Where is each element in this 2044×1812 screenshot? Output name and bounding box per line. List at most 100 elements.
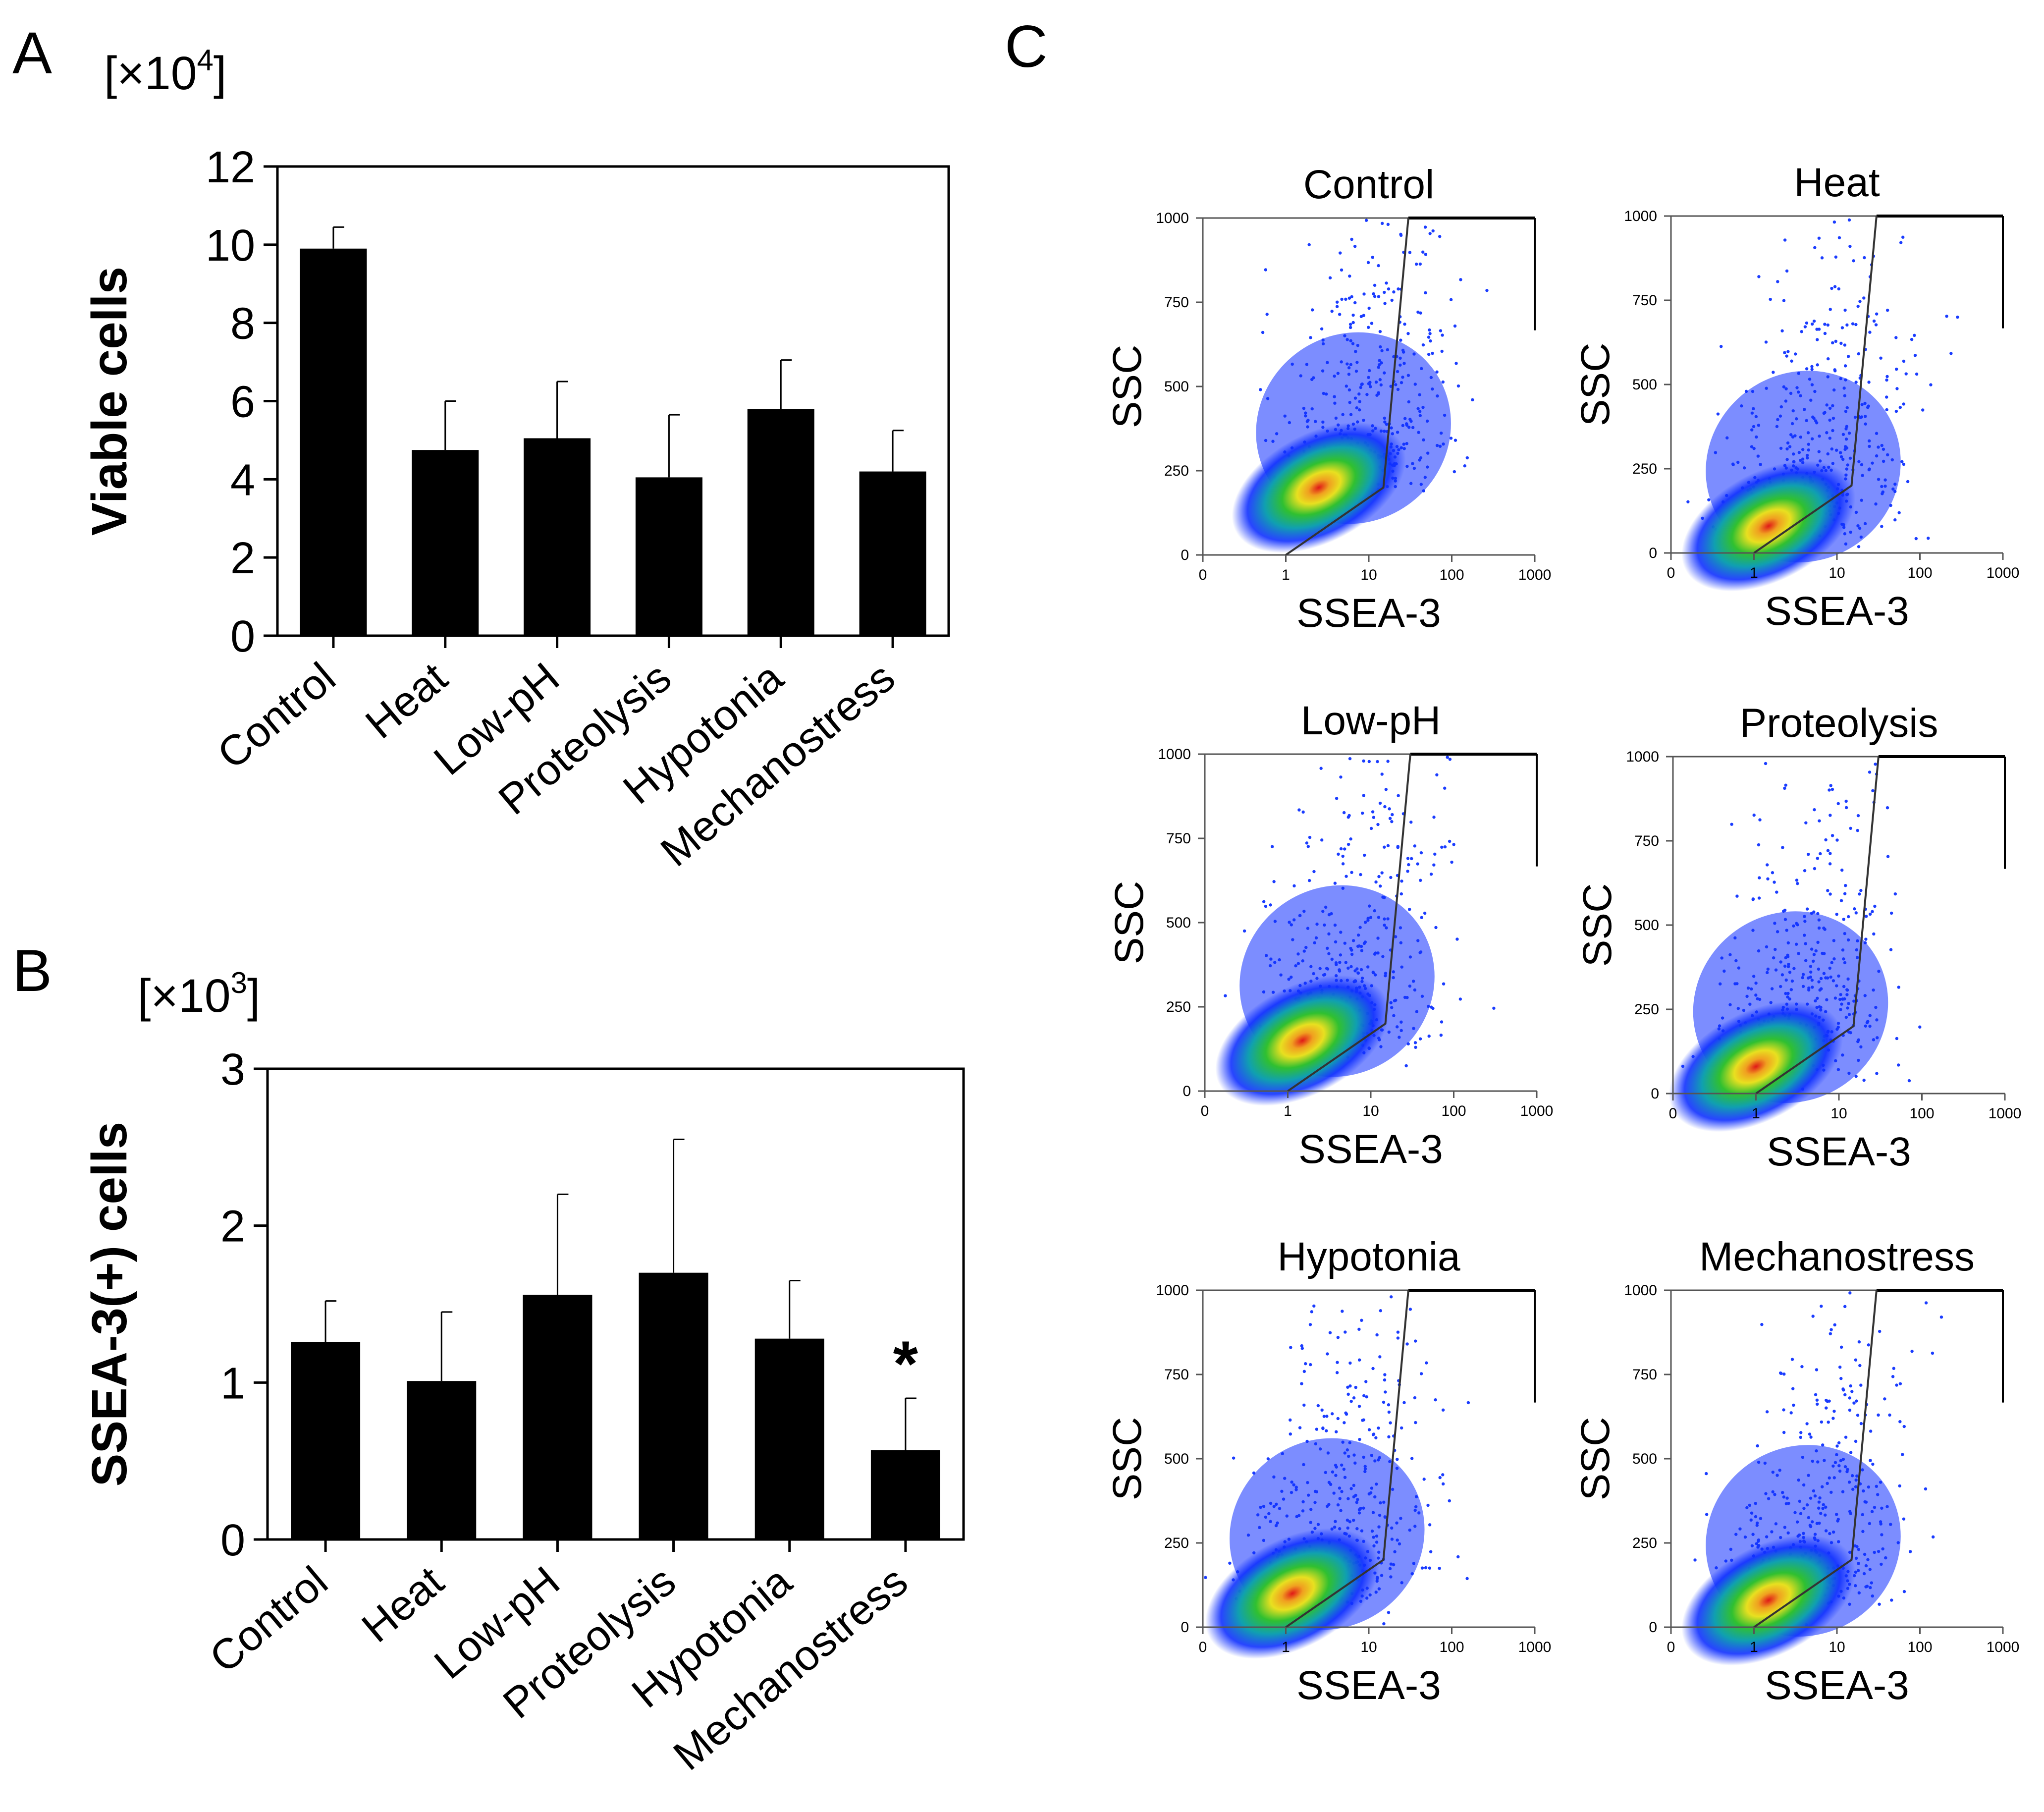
event-dot bbox=[1409, 821, 1413, 824]
y-tick-label: 250 bbox=[1164, 463, 1189, 479]
y-axis-label: SSC bbox=[1573, 343, 1618, 427]
event-dot bbox=[1322, 1415, 1326, 1418]
event-dot bbox=[1316, 1404, 1320, 1408]
event-dot bbox=[1228, 1561, 1232, 1565]
event-dot bbox=[1818, 819, 1821, 823]
event-dot bbox=[1300, 1382, 1303, 1385]
event-dot bbox=[1312, 1304, 1316, 1308]
event-dot bbox=[1308, 835, 1312, 839]
event-dot bbox=[1853, 907, 1856, 911]
event-dot bbox=[1346, 842, 1350, 846]
y-tick-label: 1000 bbox=[1624, 1282, 1657, 1299]
event-dot bbox=[1829, 1328, 1833, 1331]
event-dot bbox=[1448, 758, 1452, 761]
event-dot bbox=[1431, 229, 1435, 233]
event-dot bbox=[1406, 857, 1410, 860]
y-tick-label: 500 bbox=[1632, 377, 1657, 393]
event-dot bbox=[1344, 1411, 1347, 1415]
x-tick-label: 1000 bbox=[1520, 1103, 1554, 1119]
event-dot bbox=[1265, 313, 1269, 316]
x-axis-label: SSEA-3 bbox=[1765, 1663, 1909, 1708]
event-dot bbox=[1829, 892, 1832, 896]
event-dot bbox=[1361, 811, 1364, 815]
event-dot bbox=[1803, 325, 1807, 329]
event-dot bbox=[1751, 898, 1755, 901]
event-dot bbox=[1341, 854, 1345, 858]
event-dot bbox=[1878, 1329, 1882, 1333]
event-dot bbox=[1349, 837, 1352, 841]
event-dot bbox=[1351, 313, 1355, 317]
event-dot bbox=[1432, 863, 1436, 867]
event-dot bbox=[1320, 327, 1324, 330]
event-dot bbox=[1842, 918, 1845, 921]
event-dot bbox=[1264, 268, 1268, 272]
y-tick-label: 250 bbox=[1632, 1535, 1657, 1551]
event-dot bbox=[1895, 1037, 1899, 1041]
event-dot bbox=[1371, 256, 1374, 259]
event-dot bbox=[1373, 295, 1377, 298]
event-dot bbox=[1431, 351, 1434, 355]
event-dot bbox=[1378, 801, 1382, 805]
event-dot bbox=[1828, 1399, 1831, 1403]
event-dot bbox=[1854, 911, 1858, 915]
event-dot bbox=[1485, 288, 1489, 292]
event-dot bbox=[1232, 1456, 1236, 1460]
event-dot bbox=[1440, 1020, 1444, 1024]
y-tick-label: 0 bbox=[1649, 1619, 1657, 1636]
event-dot bbox=[1895, 1383, 1898, 1387]
event-dot bbox=[1902, 1590, 1906, 1593]
event-dot bbox=[1835, 913, 1838, 916]
event-dot bbox=[1811, 1315, 1815, 1318]
event-dot bbox=[1871, 789, 1875, 793]
y-tick-label: 4 bbox=[230, 455, 255, 505]
event-dot bbox=[1898, 1484, 1901, 1488]
event-dot bbox=[1420, 1566, 1424, 1570]
event-dot bbox=[1851, 322, 1855, 326]
event-dot bbox=[1399, 233, 1403, 237]
event-dot bbox=[1302, 1370, 1306, 1373]
event-dot bbox=[1902, 402, 1905, 406]
event-dot bbox=[1380, 221, 1384, 225]
event-dot bbox=[1829, 784, 1832, 787]
event-dot bbox=[1348, 275, 1351, 278]
y-axis-label: SSC bbox=[1105, 1417, 1150, 1501]
bar-mechanostress bbox=[870, 1450, 940, 1539]
event-dot bbox=[1828, 788, 1831, 792]
event-dot bbox=[1924, 1487, 1928, 1491]
event-dot bbox=[1434, 926, 1438, 930]
event-dot bbox=[1335, 1371, 1339, 1374]
event-dot bbox=[1419, 1372, 1423, 1375]
event-dot bbox=[1373, 283, 1377, 287]
event-dot bbox=[1328, 276, 1332, 279]
event-dot bbox=[1414, 1045, 1417, 1049]
event-dot bbox=[1289, 1432, 1292, 1436]
event-dot bbox=[1422, 1478, 1426, 1481]
event-dot bbox=[1341, 862, 1345, 866]
y-tick-label: 750 bbox=[1632, 292, 1657, 309]
event-dot bbox=[1816, 338, 1819, 341]
event-dot bbox=[1814, 1393, 1818, 1396]
event-dot bbox=[1915, 372, 1919, 376]
y-axis-label: SSC bbox=[1573, 1417, 1618, 1501]
event-dot bbox=[1204, 1576, 1207, 1579]
event-dot bbox=[1450, 860, 1453, 864]
event-dot bbox=[1428, 1566, 1432, 1570]
x-tick-label: 10 bbox=[1830, 1105, 1847, 1122]
y-tick-label: 1000 bbox=[1626, 749, 1659, 765]
y-tick-label: 750 bbox=[1634, 833, 1659, 849]
gate-line bbox=[1287, 754, 1411, 1092]
event-dot bbox=[1424, 253, 1428, 256]
event-dot bbox=[1328, 1331, 1332, 1334]
event-dot bbox=[1812, 319, 1816, 323]
event-dot bbox=[1896, 1063, 1900, 1067]
event-dot bbox=[1776, 280, 1779, 283]
panel-a-letter: A bbox=[12, 20, 52, 86]
event-dot bbox=[1886, 855, 1890, 858]
event-dot bbox=[1758, 876, 1761, 879]
x-axis-label: SSEA-3 bbox=[1767, 1129, 1911, 1174]
event-dot bbox=[1790, 359, 1793, 363]
event-dot bbox=[1836, 802, 1840, 806]
event-dot bbox=[1858, 892, 1861, 896]
event-dot bbox=[1413, 1339, 1417, 1343]
